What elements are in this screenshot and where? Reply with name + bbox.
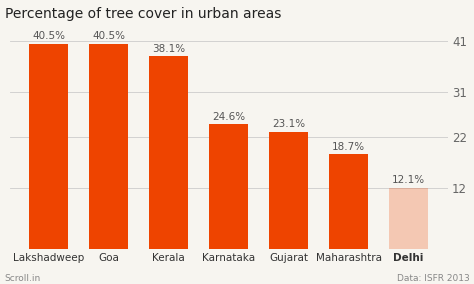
Text: 40.5%: 40.5% <box>92 32 126 41</box>
Text: 18.7%: 18.7% <box>332 142 365 152</box>
Text: Scroll.in: Scroll.in <box>5 273 41 283</box>
Text: Data: ISFR 2013: Data: ISFR 2013 <box>397 273 469 283</box>
Bar <box>149 56 188 249</box>
Bar <box>389 187 428 249</box>
Bar <box>90 44 128 249</box>
Text: 24.6%: 24.6% <box>212 112 245 122</box>
Text: Percentage of tree cover in urban areas: Percentage of tree cover in urban areas <box>5 7 282 21</box>
Bar <box>269 132 308 249</box>
Bar <box>329 154 368 249</box>
Text: 40.5%: 40.5% <box>32 32 65 41</box>
Bar <box>209 124 248 249</box>
Bar <box>29 44 68 249</box>
Text: 38.1%: 38.1% <box>152 43 185 54</box>
Text: 23.1%: 23.1% <box>272 119 305 130</box>
Text: 12.1%: 12.1% <box>392 175 425 185</box>
